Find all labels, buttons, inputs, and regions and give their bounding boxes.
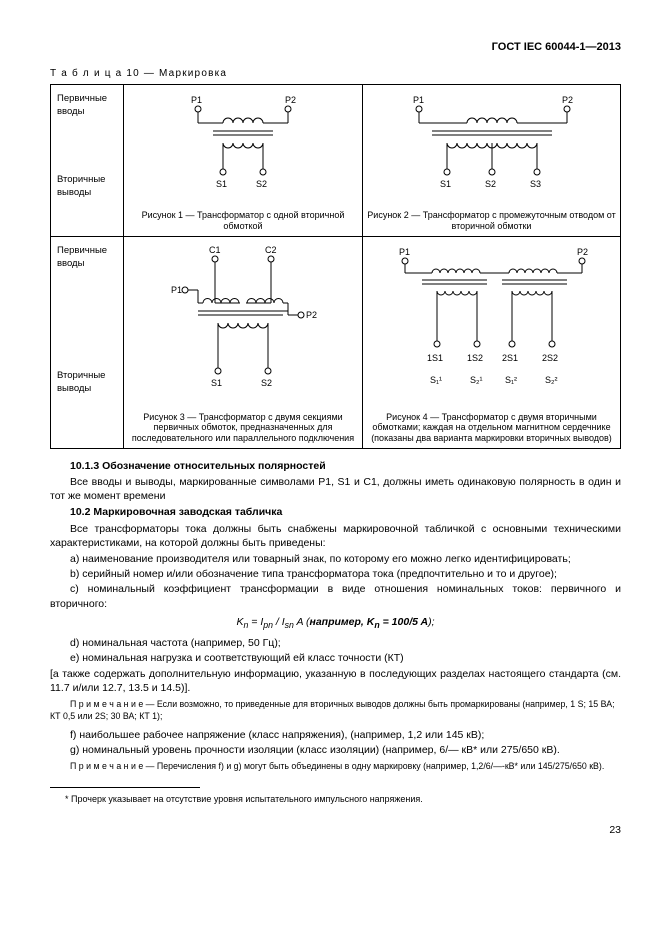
item-f: f) наибольшее рабочее напряжение (класс … (50, 728, 621, 742)
note-2: П р и м е ч а н и е — Перечисления f) и … (50, 761, 621, 772)
svg-text:S2: S2 (256, 179, 267, 189)
svg-text:1S2: 1S2 (467, 353, 483, 363)
item-e-tail: [а также содержать дополнительную информ… (50, 667, 621, 695)
svg-text:S3: S3 (530, 179, 541, 189)
svg-text:C2: C2 (265, 245, 277, 255)
note-1: П р и м е ч а н и е — Если возможно, то … (50, 699, 621, 722)
section-1013-body: Все вводы и выводы, маркированные символ… (50, 475, 621, 503)
svg-text:S₂¹: S₂¹ (470, 375, 483, 385)
section-102-title: 10.2 Маркировочная заводская табличка (50, 505, 621, 519)
section-102-lead: Все трансформаторы тока должны быть снаб… (50, 522, 621, 550)
svg-text:S2: S2 (485, 179, 496, 189)
item-e: e) номинальная нагрузка и соответствующи… (50, 651, 621, 665)
item-b: b) серийный номер и/или обозначение типа… (50, 567, 621, 581)
marking-table: Первичные вводы Вторичные выводы P1 P2 S… (50, 84, 621, 449)
svg-text:S₁²: S₁² (505, 375, 517, 385)
svg-text:C1: C1 (209, 245, 221, 255)
fig3-caption: Рисунок 3 — Трансформатор с двумя секция… (128, 412, 358, 444)
item-a: a) наименование производителя или товарн… (50, 552, 621, 566)
svg-text:1S1: 1S1 (427, 353, 443, 363)
row-primary-label-2: Первичные вводы (57, 245, 117, 271)
svg-text:P1: P1 (171, 285, 182, 295)
row-secondary-label: Вторичные выводы (57, 174, 117, 200)
svg-text:S2: S2 (261, 378, 272, 388)
svg-text:P2: P2 (306, 310, 317, 320)
fig4-caption: Рисунок 4 — Трансформатор с двумя вторич… (367, 412, 616, 444)
item-d: d) номинальная частота (например, 50 Гц)… (50, 636, 621, 650)
item-c: c) номинальный коэффициент трансформации… (50, 582, 621, 610)
fig2-caption: Рисунок 2 — Трансформатор с промежуточны… (367, 210, 616, 232)
figure-1-svg: P1 P2 S1 S2 (143, 91, 343, 191)
svg-text:P1: P1 (191, 95, 202, 105)
row-secondary-label-2: Вторичные выводы (57, 370, 117, 396)
item-g: g) номинальный уровень прочности изоляци… (50, 743, 621, 757)
formula: Kn = Ipn / Isn A (например, Kn = 100/5 A… (50, 615, 621, 632)
svg-text:P2: P2 (285, 95, 296, 105)
figure-3-svg: C1 C2 P1 P2 S1 S2 (143, 243, 343, 393)
figure-4-svg: P1 P2 1S1 1S2 2S1 2S2 S₁¹ S₂¹ S₁² S₂² (377, 243, 607, 393)
svg-text:P1: P1 (399, 247, 410, 257)
table-caption: Т а б л и ц а 10 — Маркировка (50, 67, 621, 81)
doc-header: ГОСТ IEC 60044-1—2013 (50, 40, 621, 55)
svg-text:S₁¹: S₁¹ (430, 375, 442, 385)
svg-text:P2: P2 (577, 247, 588, 257)
footnote-rule (50, 787, 200, 791)
svg-text:S1: S1 (211, 378, 222, 388)
svg-text:S1: S1 (216, 179, 227, 189)
section-1013-title: 10.1.3 Обозначение относительных полярно… (50, 459, 621, 473)
row-primary-label: Первичные вводы (57, 93, 117, 119)
svg-text:2S1: 2S1 (502, 353, 518, 363)
figure-2-svg: P1 P2 S1 S2 S3 (377, 91, 607, 191)
fig1-caption: Рисунок 1 — Трансформатор с одной вторич… (128, 210, 358, 232)
svg-text:2S2: 2S2 (542, 353, 558, 363)
svg-text:P1: P1 (413, 95, 424, 105)
footnote-text: * Прочерк указывает на отсутствие уровня… (50, 793, 621, 805)
svg-text:S1: S1 (440, 179, 451, 189)
svg-text:P2: P2 (562, 95, 573, 105)
svg-text:S₂²: S₂² (545, 375, 558, 385)
page-number: 23 (50, 823, 621, 837)
